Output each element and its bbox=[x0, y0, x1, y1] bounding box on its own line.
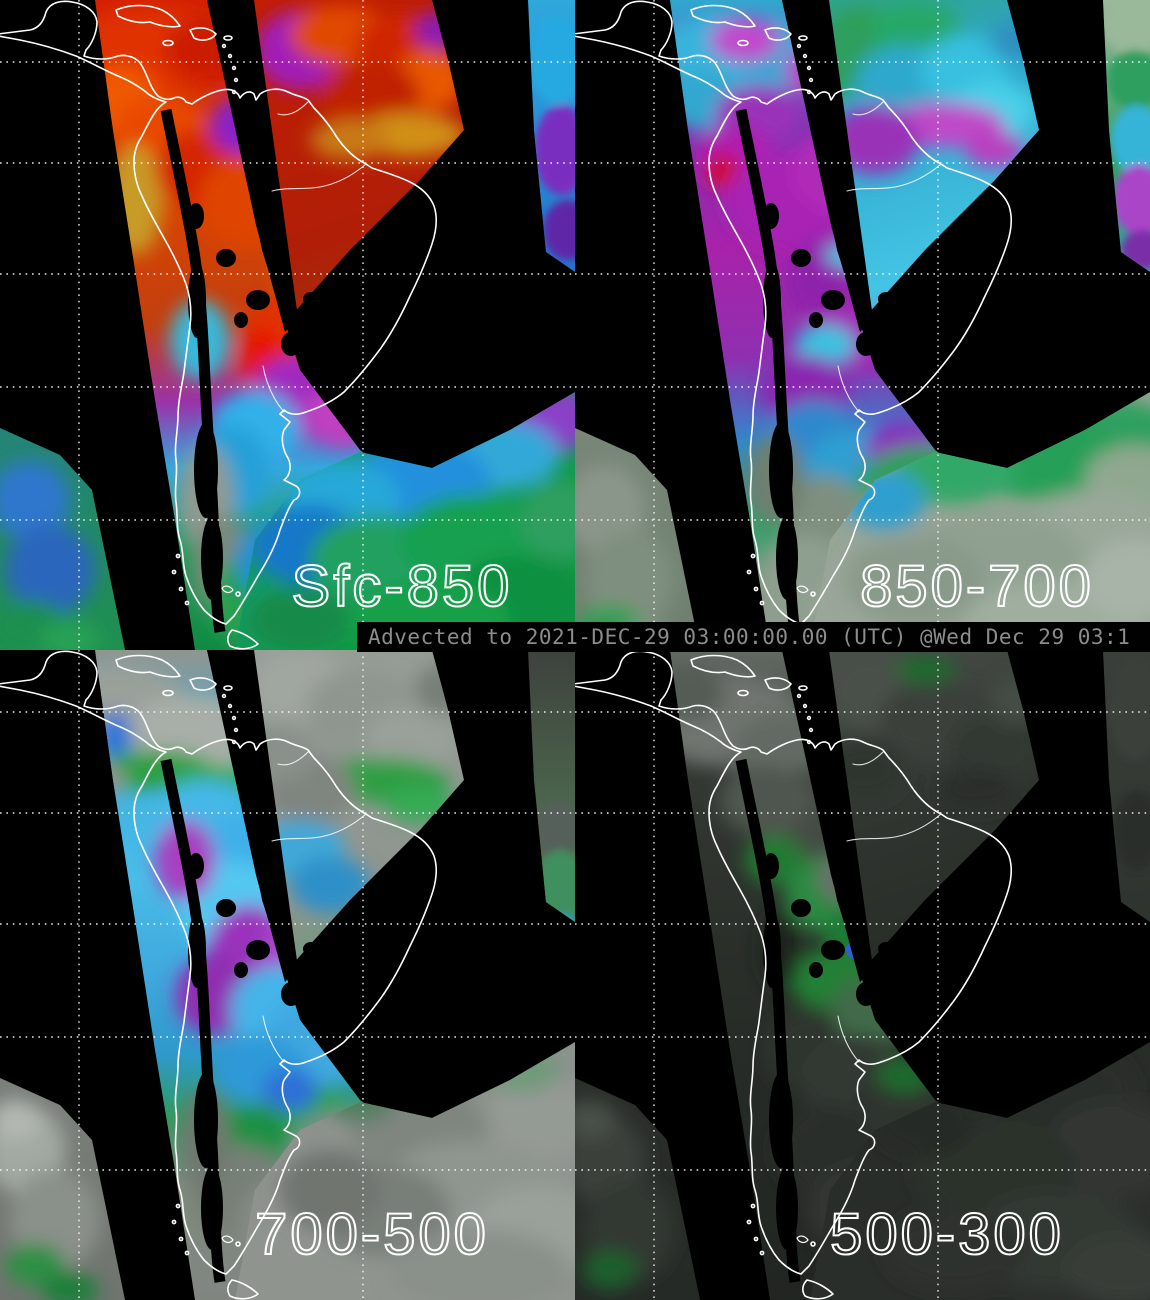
southwest-wedge bbox=[0, 1078, 125, 1300]
panel-850-700: 850-700 bbox=[575, 0, 1150, 650]
advection-time-banner: Advected to 2021-DEC-29 03:00:00.00 (UTC… bbox=[357, 622, 1150, 652]
northeast-sliver bbox=[1103, 0, 1150, 272]
panel-700-500: 700-500 bbox=[0, 650, 575, 1300]
500-300-map bbox=[575, 650, 1150, 1300]
panel-500-300: 500-300 bbox=[575, 650, 1150, 1300]
sfc-850-map bbox=[0, 0, 575, 650]
700-500-map bbox=[0, 650, 575, 1300]
850-700-map bbox=[575, 0, 1150, 650]
panel-sfc-850: Sfc-850 bbox=[0, 0, 575, 650]
